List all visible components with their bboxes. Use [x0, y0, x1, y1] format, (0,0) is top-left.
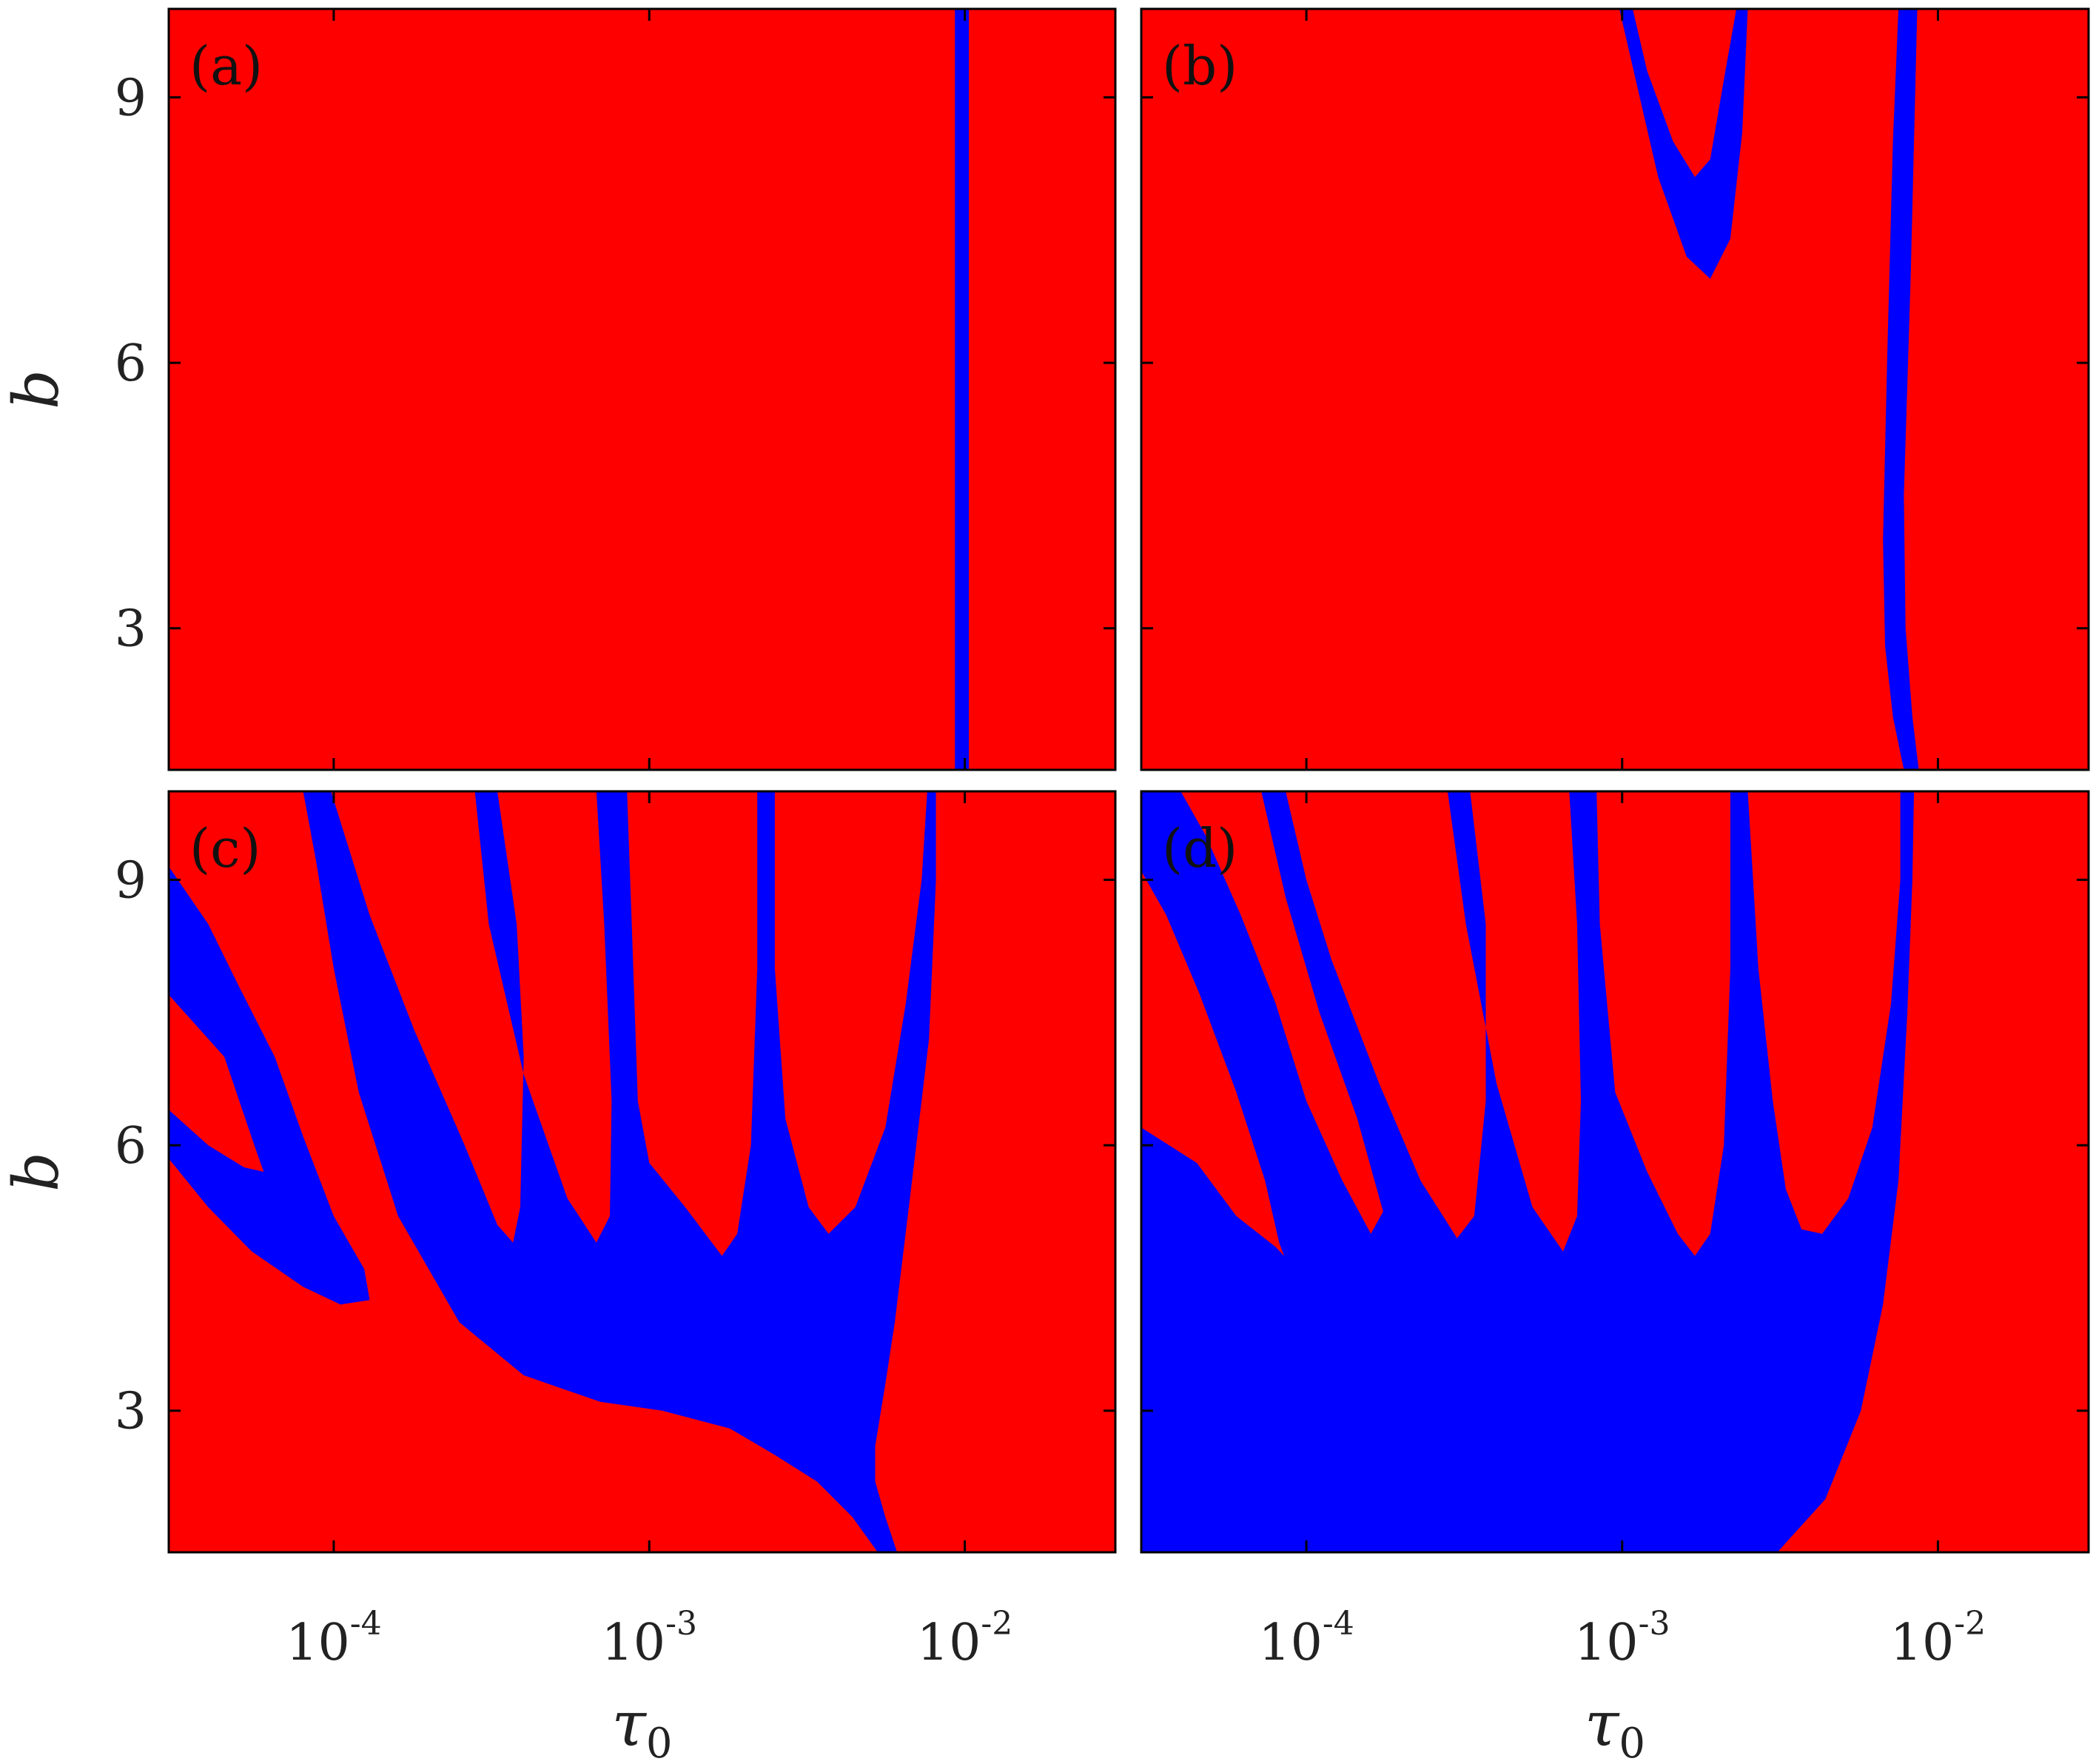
y-tick-label: 6 — [115, 1117, 147, 1176]
stable-region — [169, 9, 1115, 770]
unstable-region — [1141, 791, 1915, 1552]
x-axis-label: τ0 — [611, 1688, 672, 1764]
x-tick-label: 10-2 — [1890, 1605, 1986, 1672]
axes-frame — [1140, 7, 2090, 771]
x-tick-label: 10-3 — [1574, 1605, 1670, 1672]
unstable-region — [303, 791, 936, 1552]
y-tick-label: 3 — [115, 1383, 147, 1441]
unstable-region — [955, 9, 970, 770]
axes-frame — [167, 7, 1117, 771]
x-tick-label: 10-2 — [917, 1605, 1012, 1672]
x-tick-label: 10-4 — [286, 1605, 381, 1672]
y-tick-label: 9 — [115, 70, 147, 128]
x-tick-label: 10-3 — [602, 1605, 697, 1672]
panel-label: (c) — [189, 817, 261, 879]
panel-3: 10-4 10-3 10-2 τ0 (d) — [1140, 790, 2090, 1764]
axes-frame — [167, 790, 1117, 1554]
panel-1: (b) — [1140, 7, 2090, 771]
panel-label: (a) — [189, 35, 263, 97]
panel-label: (d) — [1162, 817, 1237, 879]
y-tick-label: 9 — [115, 852, 147, 910]
y-axis-label: b — [0, 369, 73, 409]
y-tick-label: 3 — [115, 600, 147, 659]
x-tick-label: 10-4 — [1258, 1605, 1354, 1672]
y-axis-label: b — [0, 1152, 73, 1192]
panel-0: 3 6 9 b (a) — [0, 7, 1117, 771]
panel-2: 3 6 9 10-4 10-3 10-2 b τ0 (c) — [0, 790, 1117, 1764]
stable-region — [1141, 9, 2089, 770]
axes-frame — [1140, 790, 2090, 1554]
panel-label: (b) — [1162, 35, 1237, 97]
unstable-region — [1619, 9, 1748, 279]
y-tick-label: 6 — [115, 335, 147, 393]
x-axis-label: τ0 — [1585, 1688, 1645, 1764]
unstable-region — [169, 866, 370, 1305]
unstable-region — [1883, 9, 1919, 770]
